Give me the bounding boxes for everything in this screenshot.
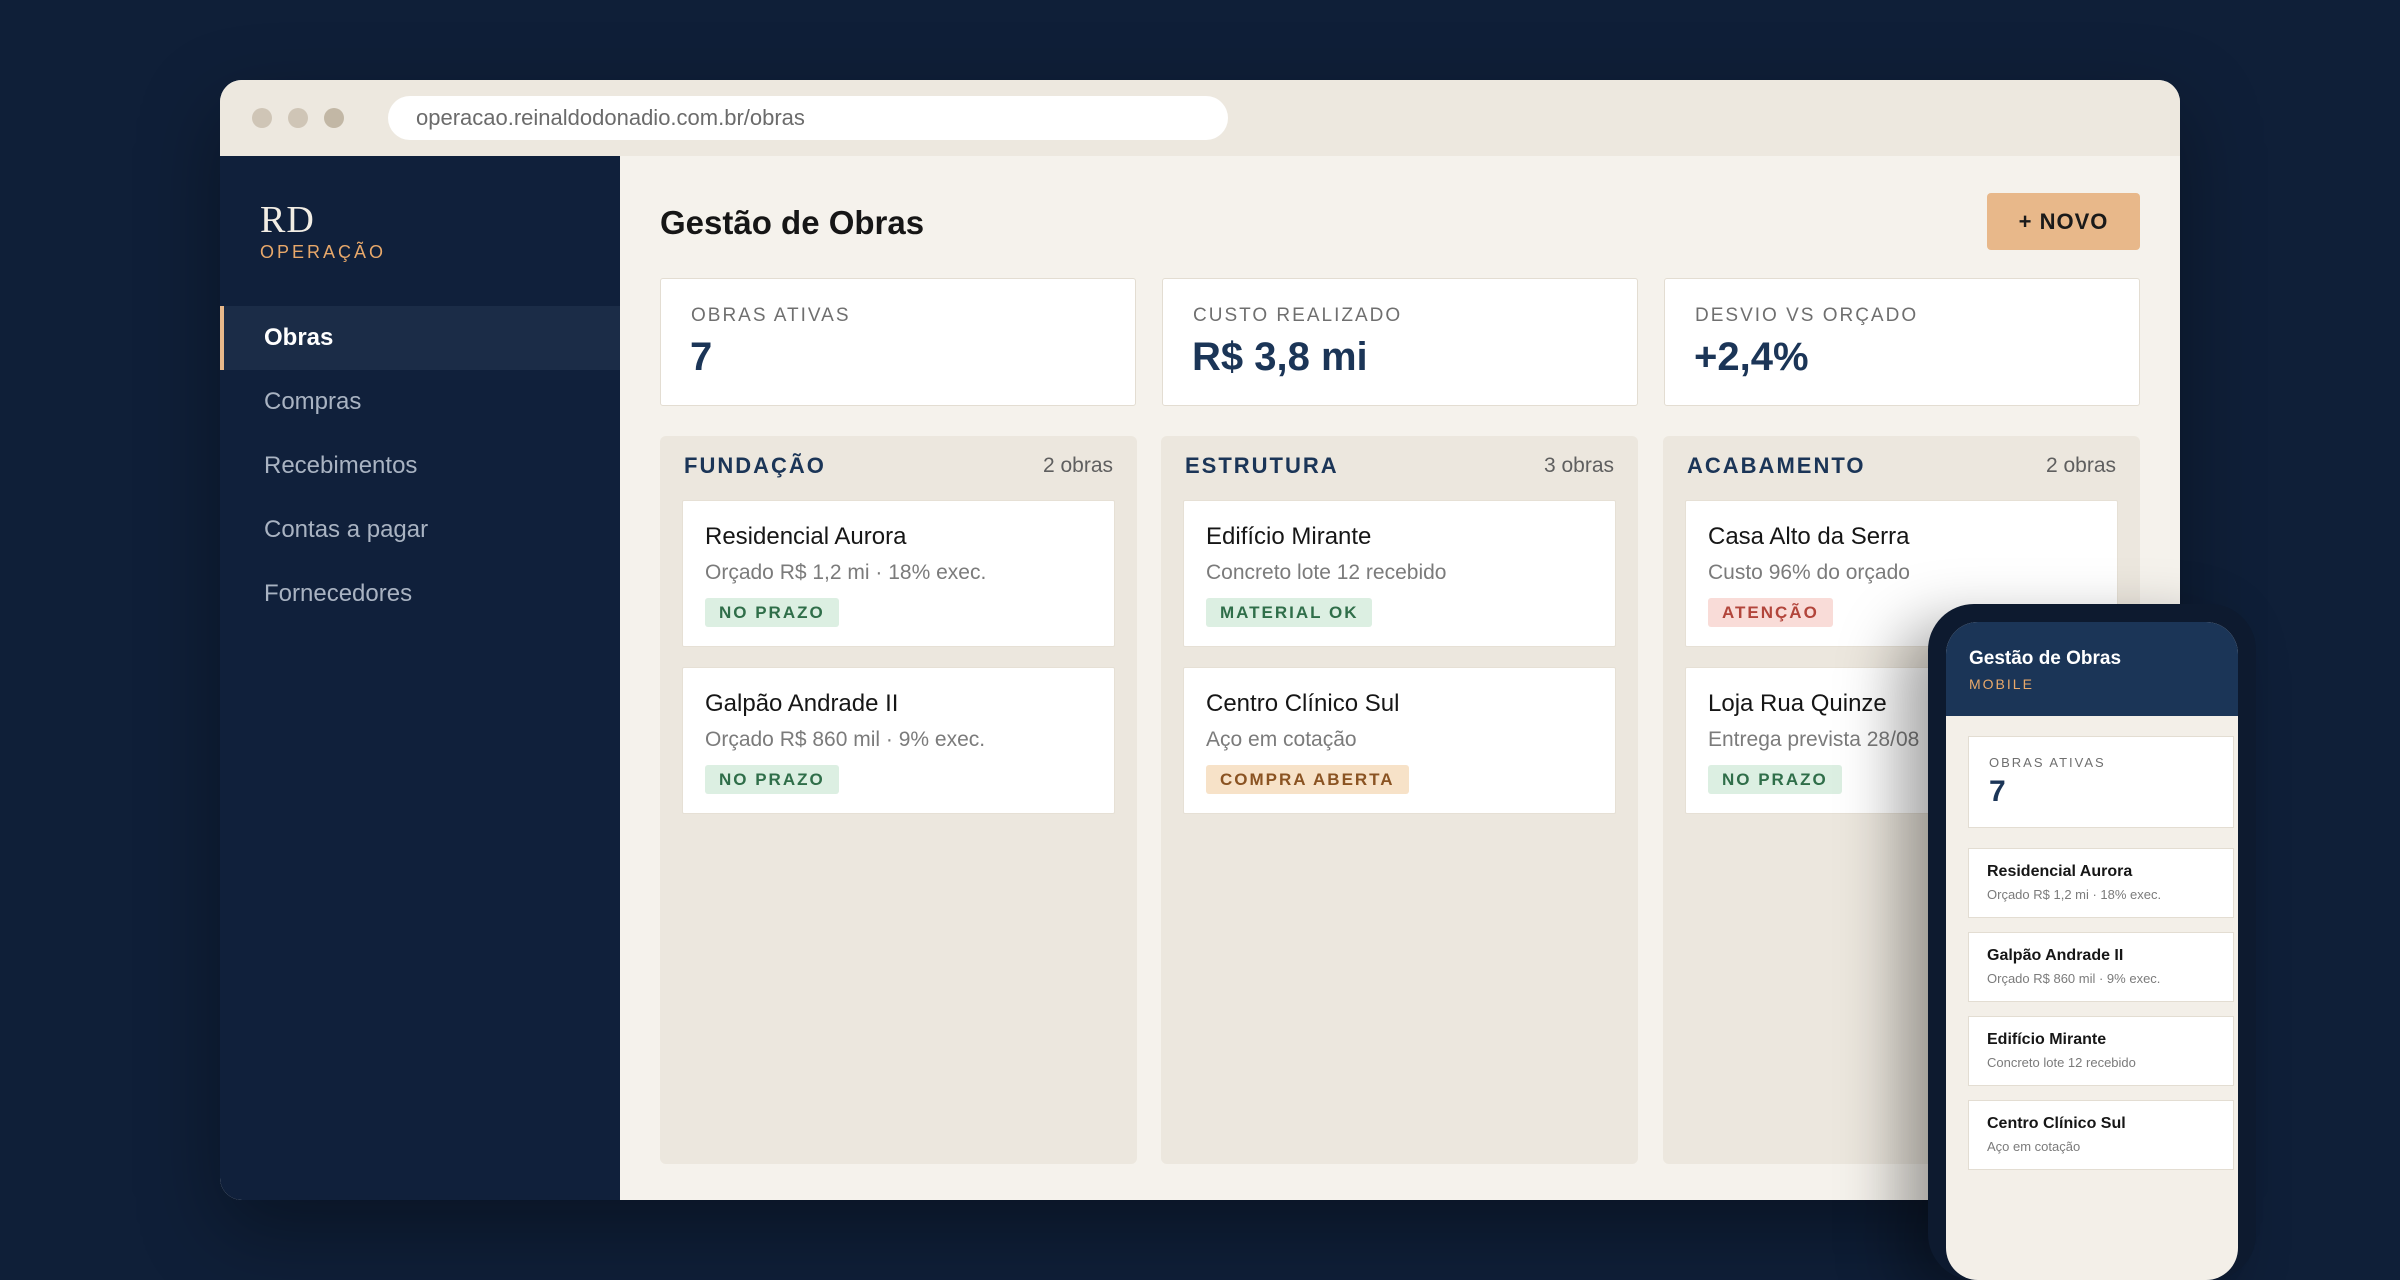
- card-title: Loja Rua Quinze: [1708, 690, 1887, 717]
- new-button[interactable]: + NOVO: [1987, 193, 2140, 250]
- status-badge: NO PRAZO: [705, 598, 839, 627]
- kpi-value: R$ 3,8 mi: [1192, 335, 1368, 379]
- browser-window: operacao.reinaldodonadio.com.br/obras RD…: [220, 80, 2180, 1200]
- card-subtitle: Aço em cotação: [1206, 728, 1357, 751]
- kanban-card[interactable]: Edifício Mirante Concreto lote 12 recebi…: [1183, 500, 1616, 647]
- mobile-list-item[interactable]: Centro Clínico Sul Aço em cotação: [1968, 1100, 2234, 1170]
- list-item-subtitle: Orçado R$ 1,2 mi · 18% exec.: [1987, 887, 2162, 902]
- logo-subtitle: OPERAÇÃO: [260, 242, 387, 262]
- list-item-title: Centro Clínico Sul: [1987, 1115, 2126, 1132]
- sidebar-item-recebimentos[interactable]: Recebimentos: [220, 434, 620, 498]
- column-count: 2 obras: [2045, 454, 2116, 477]
- sidebar-item-label: Contas a pagar: [264, 516, 429, 543]
- kpi-card-obras-ativas: OBRAS ATIVAS 7: [660, 278, 1136, 406]
- mobile-title: Gestão de Obras: [1969, 648, 2122, 669]
- page-title: Gestão de Obras: [660, 204, 925, 241]
- kpi-card-desvio: DESVIO VS ORÇADO +2,4%: [1664, 278, 2140, 406]
- sidebar-item-contas-a-pagar[interactable]: Contas a pagar: [220, 498, 620, 562]
- kanban-card[interactable]: Centro Clínico Sul Aço em cotação COMPRA…: [1183, 667, 1616, 814]
- card-title: Edifício Mirante: [1206, 523, 1372, 550]
- card-title: Casa Alto da Serra: [1708, 523, 1910, 550]
- mobile-list-item[interactable]: Galpão Andrade II Orçado R$ 860 mil · 9%…: [1968, 932, 2234, 1002]
- sidebar: RD OPERAÇÃO Obras Compras Recebimentos C…: [220, 156, 620, 1200]
- logo: RD: [260, 199, 315, 241]
- kpi-label: OBRAS ATIVAS: [691, 305, 851, 326]
- sidebar-item-fornecedores[interactable]: Fornecedores: [220, 562, 620, 626]
- kpi-card-custo-realizado: CUSTO REALIZADO R$ 3,8 mi: [1162, 278, 1638, 406]
- kanban-card[interactable]: Galpão Andrade II Orçado R$ 860 mil · 9%…: [682, 667, 1115, 814]
- column-title: ACABAMENTO: [1687, 453, 1866, 478]
- sidebar-item-label: Compras: [264, 388, 362, 415]
- kpi-value: 7: [690, 335, 713, 379]
- sidebar-item-label: Recebimentos: [264, 452, 418, 479]
- browser-titlebar: operacao.reinaldodonadio.com.br/obras: [220, 80, 2180, 156]
- list-item-title: Residencial Aurora: [1987, 863, 2133, 880]
- mobile-kpi-card: OBRAS ATIVAS 7: [1968, 736, 2234, 828]
- card-subtitle: Concreto lote 12 recebido: [1206, 561, 1447, 584]
- list-item-title: Edifício Mirante: [1987, 1031, 2107, 1048]
- sidebar-item-label: Obras: [264, 324, 334, 351]
- mobile-subtitle: MOBILE: [1969, 676, 2034, 692]
- address-bar[interactable]: operacao.reinaldodonadio.com.br/obras: [388, 96, 1228, 140]
- kpi-label: OBRAS ATIVAS: [1989, 755, 2106, 770]
- window-close-dot[interactable]: [252, 108, 272, 128]
- status-badge: NO PRAZO: [705, 765, 839, 794]
- mobile-list-item[interactable]: Residencial Aurora Orçado R$ 1,2 mi · 18…: [1968, 848, 2234, 918]
- column-title: FUNDAÇÃO: [684, 453, 826, 478]
- card-subtitle: Custo 96% do orçado: [1708, 561, 1910, 584]
- card-title: Galpão Andrade II: [705, 690, 899, 717]
- window-minimize-dot[interactable]: [288, 108, 308, 128]
- sidebar-item-compras[interactable]: Compras: [220, 370, 620, 434]
- card-title: Residencial Aurora: [705, 523, 907, 550]
- status-badge: MATERIAL OK: [1206, 598, 1373, 627]
- card-subtitle: Orçado R$ 1,2 mi · 18% exec.: [705, 561, 987, 584]
- main-content: Gestão de Obras + NOVO OBRAS ATIVAS 7 CU…: [620, 156, 2180, 1200]
- card-title: Centro Clínico Sul: [1206, 690, 1400, 717]
- sidebar-item-obras[interactable]: Obras: [220, 306, 620, 370]
- list-item-subtitle: Aço em cotação: [1987, 1139, 2081, 1154]
- mobile-list-item[interactable]: Edifício Mirante Concreto lote 12 recebi…: [1968, 1016, 2234, 1086]
- kpi-value: +2,4%: [1694, 335, 1809, 379]
- window-maximize-dot[interactable]: [324, 108, 344, 128]
- kanban-card[interactable]: Residencial Aurora Orçado R$ 1,2 mi · 18…: [682, 500, 1115, 647]
- kpi-label: CUSTO REALIZADO: [1193, 305, 1403, 326]
- column-count: 2 obras: [1042, 454, 1113, 477]
- status-badge: COMPRA ABERTA: [1206, 765, 1409, 794]
- card-subtitle: Orçado R$ 860 mil · 9% exec.: [705, 728, 986, 751]
- list-item-subtitle: Concreto lote 12 recebido: [1987, 1055, 2136, 1070]
- sidebar-item-label: Fornecedores: [264, 580, 413, 607]
- column-title: ESTRUTURA: [1185, 453, 1339, 478]
- status-badge: ATENÇÃO: [1708, 598, 1833, 627]
- kanban-column-fundacao: FUNDAÇÃO 2 obras Residencial Aurora Orça…: [660, 436, 1137, 1164]
- card-subtitle: Entrega prevista 28/08: [1708, 728, 1920, 751]
- list-item-subtitle: Orçado R$ 860 mil · 9% exec.: [1987, 971, 2161, 986]
- mobile-screen: Gestão de Obras MOBILE OBRAS ATIVAS 7 Re…: [1946, 622, 2238, 1280]
- kpi-label: DESVIO VS ORÇADO: [1695, 305, 1919, 326]
- kanban-column-estrutura: ESTRUTURA 3 obras Edifício Mirante Concr…: [1161, 436, 1638, 1164]
- status-badge: NO PRAZO: [1708, 765, 1842, 794]
- column-count: 3 obras: [1543, 454, 1614, 477]
- mobile-device: Gestão de Obras MOBILE OBRAS ATIVAS 7 Re…: [1928, 604, 2256, 1280]
- kpi-value: 7: [1989, 775, 2006, 808]
- list-item-title: Galpão Andrade II: [1987, 947, 2124, 964]
- mobile-header: Gestão de Obras MOBILE: [1946, 622, 2238, 716]
